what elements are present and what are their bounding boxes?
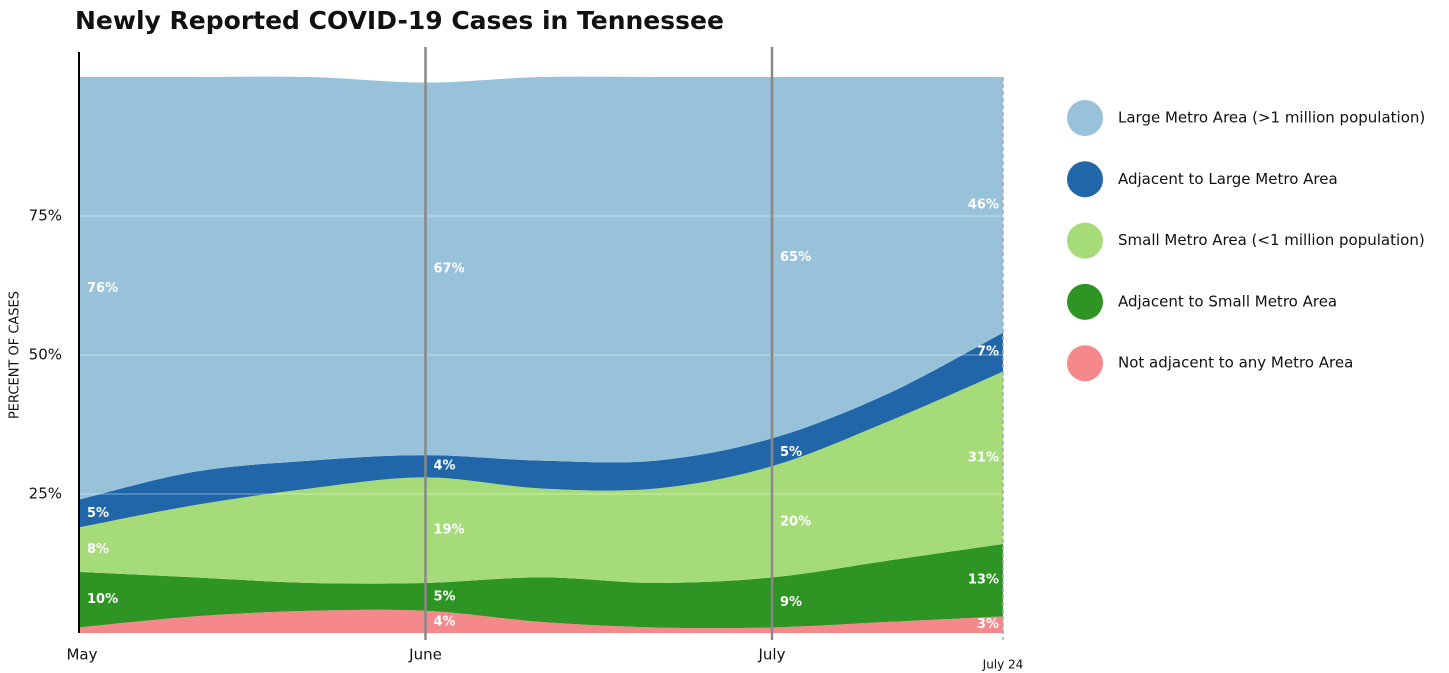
data-label: 3%: [977, 617, 999, 632]
chart-title: Newly Reported COVID-19 Cases in Tenness…: [75, 6, 724, 35]
legend-label: Not adjacent to any Metro Area: [1118, 354, 1353, 372]
x-tick-label: June: [408, 646, 442, 664]
data-label: 46%: [968, 197, 999, 212]
y-axis-label: PERCENT OF CASES: [8, 291, 23, 419]
legend-swatch: [1067, 345, 1103, 382]
data-label: 76%: [87, 281, 118, 296]
data-label: 31%: [968, 450, 999, 465]
data-label: 5%: [87, 506, 109, 521]
data-label: 67%: [434, 261, 465, 276]
data-label: 4%: [434, 459, 456, 474]
data-label: 20%: [780, 514, 811, 529]
y-tick-label: 50%: [29, 346, 62, 364]
y-tick-label: 25%: [29, 485, 62, 503]
legend-label: Adjacent to Small Metro Area: [1118, 292, 1337, 310]
legend-swatch: [1067, 222, 1103, 259]
data-label: 8%: [87, 542, 109, 557]
x-tick-label: July: [758, 646, 786, 664]
area: [79, 609, 1003, 633]
legend-swatch: [1067, 161, 1103, 198]
data-label: 7%: [977, 345, 999, 360]
y-tick-label: 75%: [29, 207, 62, 225]
legend-label: Large Metro Area (>1 million population): [1118, 109, 1425, 127]
data-label: 5%: [434, 589, 456, 604]
data-label: 10%: [87, 592, 118, 607]
data-label: 4%: [434, 614, 456, 629]
legend-label: Small Metro Area (<1 million population): [1118, 231, 1425, 249]
x-tick-label: July 24: [982, 658, 1024, 672]
x-tick-label: May: [66, 646, 97, 664]
legend-swatch: [1067, 283, 1103, 320]
data-label: 19%: [434, 523, 465, 538]
legend-swatch: [1067, 100, 1103, 136]
data-label: 5%: [780, 445, 802, 460]
legend-label: Adjacent to Large Metro Area: [1118, 170, 1338, 188]
area: [79, 332, 1003, 528]
data-label: 13%: [968, 573, 999, 588]
data-label: 65%: [780, 250, 811, 265]
data-label: 9%: [780, 595, 802, 610]
